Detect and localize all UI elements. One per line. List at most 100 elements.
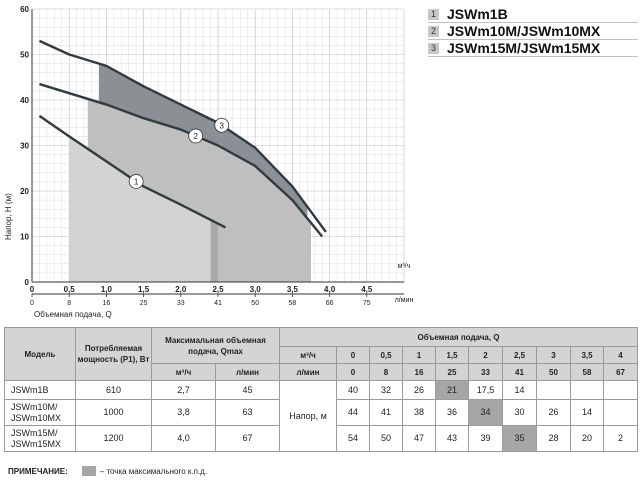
x-tick-label-lmin: 8 bbox=[67, 300, 71, 307]
x-unit-bottom: л/мин bbox=[395, 297, 414, 304]
cell-qmax-lmin: 45 bbox=[215, 380, 280, 400]
flow-m3h-value: 0,5 bbox=[369, 346, 403, 364]
flow-m3h-row: м³/ч 0 0,5 1 1,5 2 2,5 3 3,5 4 bbox=[5, 346, 639, 364]
cell-model: JSWm15M/ JSWm15MX bbox=[4, 425, 76, 452]
col-model: Модель bbox=[4, 327, 76, 381]
series-marker-label: 3 bbox=[219, 121, 224, 130]
band-between-2-3 bbox=[98, 63, 308, 219]
cell-head: 30 bbox=[502, 399, 537, 426]
flow-lmin-value: 58 bbox=[570, 363, 604, 381]
y-axis-label: Напор, Н (м) bbox=[4, 193, 13, 240]
col-qmax: Максимальная объемная подача, Qmax bbox=[151, 327, 280, 364]
cell-model: JSWm1B bbox=[4, 380, 76, 400]
flow-lmin-row: м³/ч л/мин л/мин 0 8 16 25 33 41 50 58 67 bbox=[5, 363, 639, 381]
band-1-edge bbox=[210, 219, 218, 282]
cell-qmax-lmin: 63 bbox=[215, 399, 280, 426]
y-tick-label: 60 bbox=[20, 5, 29, 14]
series-marker-circle bbox=[214, 117, 230, 133]
cell-head bbox=[570, 380, 604, 400]
cell-head: 54 bbox=[336, 425, 370, 452]
cell-head-label: Напор, м bbox=[279, 380, 337, 452]
legend-number: 3 bbox=[428, 42, 439, 54]
legend-label: JSWm1B bbox=[447, 6, 508, 22]
y-tick-label: 0 bbox=[25, 278, 30, 287]
cell-head bbox=[602, 380, 639, 400]
note-text: – точка максимального к.п.д. bbox=[99, 466, 208, 476]
cell-power: 1200 bbox=[75, 425, 152, 452]
y-tick-label: 50 bbox=[20, 51, 29, 60]
series-line-1 bbox=[38, 114, 226, 229]
cell-head: 26 bbox=[536, 399, 571, 426]
cell-qmax-m3h: 3,8 bbox=[151, 399, 216, 426]
x-tick-label: 4,0 bbox=[324, 285, 336, 294]
band-1 bbox=[69, 136, 218, 282]
cell-head: 21 bbox=[435, 380, 469, 400]
flow-lmin-value: 25 bbox=[435, 363, 469, 381]
flow-lmin-value: 33 bbox=[468, 363, 503, 381]
qmax-unit-lmin: л/мин bbox=[215, 363, 280, 381]
legend-item-3: 3 JSWm15M/JSWm15MX bbox=[428, 40, 638, 57]
x-tick-label: 1,5 bbox=[138, 285, 150, 294]
unit-lmin: л/мин bbox=[279, 363, 337, 381]
x-tick-label-lmin: 58 bbox=[289, 300, 297, 307]
cell-power: 610 bbox=[75, 380, 152, 400]
x-tick-label-lmin: 66 bbox=[326, 300, 334, 307]
cell-head: 43 bbox=[435, 425, 469, 452]
x-tick-label: 1,0 bbox=[101, 285, 113, 294]
cell-power: 1000 bbox=[75, 399, 152, 426]
x-tick-label: 2,5 bbox=[212, 285, 224, 294]
y-tick-label: 30 bbox=[20, 142, 29, 151]
cell-head: 20 bbox=[570, 425, 604, 452]
x-unit-top: м³/ч bbox=[398, 263, 411, 270]
x-tick-label: 0,5 bbox=[64, 285, 76, 294]
x-tick-label-lmin: 33 bbox=[177, 300, 185, 307]
table-row: JSWm1B 610 2,7 45 Напор, м 40 32 26 21 17,5 1… bbox=[4, 380, 639, 452]
cell-head: 32 bbox=[369, 380, 403, 400]
x-tick-label-lmin: 25 bbox=[140, 300, 148, 307]
legend-label: JSWm10M/JSWm10MX bbox=[447, 23, 601, 39]
cell-head: 14 bbox=[502, 380, 537, 400]
x-tick-label-lmin: 41 bbox=[214, 300, 222, 307]
x-tick-label-lmin: 16 bbox=[103, 300, 111, 307]
cell-head: 17,5 bbox=[468, 380, 503, 400]
series-marker-label: 1 bbox=[134, 177, 139, 186]
cell-head: 34 bbox=[468, 399, 503, 426]
flow-lmin-value: 50 bbox=[536, 363, 571, 381]
cell-head: 14 bbox=[570, 399, 604, 426]
cell-qmax-lmin: 67 bbox=[215, 425, 280, 452]
cell-head: 39 bbox=[468, 425, 503, 452]
x-axis-label: Объемная подача, Q bbox=[34, 310, 112, 319]
series-marker-circle bbox=[128, 174, 144, 189]
cell-head: 50 bbox=[369, 425, 403, 452]
y-tick-label: 10 bbox=[20, 233, 29, 242]
x-tick-label-lmin: 50 bbox=[251, 300, 259, 307]
cell-head: 28 bbox=[536, 425, 571, 452]
y-tick-label: 40 bbox=[20, 96, 29, 105]
cell-head: 35 bbox=[502, 425, 537, 452]
x-tick-label: 3,5 bbox=[287, 285, 299, 294]
legend-item-2: 2 JSWm10M/JSWm10MX bbox=[428, 23, 638, 40]
cell-head bbox=[536, 380, 571, 400]
qmax-unit-m3h: м³/ч bbox=[151, 363, 216, 381]
table-row: JSWm15M/ JSWm15MX 1200 4,0 67 54 50 47 43 39… bbox=[4, 425, 639, 452]
cell-head: 26 bbox=[402, 380, 436, 400]
flow-lmin-value: 8 bbox=[369, 363, 403, 381]
flow-lmin-value: 0 bbox=[336, 363, 370, 381]
efficiency-bands bbox=[69, 63, 311, 282]
col-power: Потребляемая мощность (Р1), Вт bbox=[75, 327, 152, 381]
series-marker-label: 2 bbox=[193, 132, 198, 141]
note: ПРИМЕЧАНИЕ: – точка максимального к.п.д. bbox=[8, 464, 207, 478]
unit-m3h: м³/ч bbox=[279, 346, 337, 364]
cell-head: 44 bbox=[336, 399, 370, 426]
flow-m3h-value: 0 bbox=[336, 346, 370, 364]
cell-head: 36 bbox=[435, 399, 469, 426]
flow-lmin-value: 16 bbox=[402, 363, 436, 381]
flow-m3h-value: 1,5 bbox=[435, 346, 469, 364]
x-tick-label: 3,0 bbox=[250, 285, 262, 294]
flow-m3h-value: 3 bbox=[536, 346, 571, 364]
cell-head: 47 bbox=[402, 425, 436, 452]
legend-number: 2 bbox=[428, 25, 439, 37]
series-line-2 bbox=[39, 82, 324, 238]
legend-item-1: 1 JSWm1B bbox=[428, 6, 638, 23]
